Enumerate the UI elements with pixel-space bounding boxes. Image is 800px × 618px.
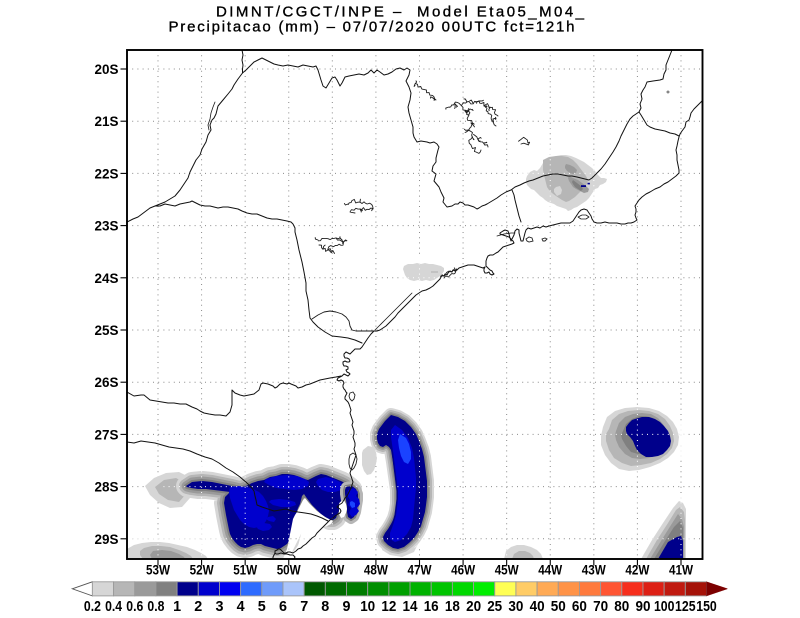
svg-text:23S: 23S: [95, 218, 119, 234]
svg-text:27S: 27S: [95, 426, 119, 442]
svg-text:2: 2: [194, 599, 202, 615]
svg-text:44W: 44W: [538, 562, 563, 578]
svg-text:41W: 41W: [669, 562, 694, 578]
svg-text:100: 100: [654, 599, 675, 615]
svg-text:30: 30: [508, 599, 523, 615]
svg-text:150: 150: [696, 599, 717, 615]
svg-text:10: 10: [360, 599, 375, 615]
svg-text:46W: 46W: [451, 562, 476, 578]
svg-text:20S: 20S: [95, 61, 119, 77]
svg-text:48W: 48W: [364, 562, 389, 578]
svg-text:53W: 53W: [146, 562, 171, 578]
svg-text:22S: 22S: [95, 165, 119, 181]
svg-text:5: 5: [258, 599, 266, 615]
svg-text:Precipitacao (mm) – 07/07/2020: Precipitacao (mm) – 07/07/2020 00UTC fct…: [169, 19, 575, 36]
svg-text:60: 60: [572, 599, 587, 615]
svg-text:0.8: 0.8: [147, 599, 164, 615]
svg-text:26S: 26S: [95, 374, 119, 390]
svg-text:50: 50: [551, 599, 566, 615]
svg-text:70: 70: [593, 599, 608, 615]
svg-text:52W: 52W: [190, 562, 215, 578]
svg-text:125: 125: [675, 599, 696, 615]
svg-text:25S: 25S: [95, 322, 119, 338]
svg-text:0.6: 0.6: [126, 599, 143, 615]
svg-text:8: 8: [321, 599, 329, 615]
svg-text:90: 90: [636, 599, 651, 615]
svg-text:6: 6: [279, 599, 287, 615]
svg-text:12: 12: [381, 599, 396, 615]
svg-text:21S: 21S: [95, 113, 119, 129]
svg-text:49W: 49W: [320, 562, 345, 578]
svg-text:80: 80: [614, 599, 629, 615]
svg-text:40: 40: [530, 599, 545, 615]
svg-text:7: 7: [300, 599, 308, 615]
svg-text:3: 3: [216, 599, 224, 615]
svg-text:1: 1: [173, 599, 181, 615]
svg-text:50W: 50W: [277, 562, 302, 578]
svg-text:47W: 47W: [408, 562, 433, 578]
svg-text:0.2: 0.2: [84, 599, 101, 615]
svg-text:29S: 29S: [95, 531, 119, 547]
svg-text:45W: 45W: [495, 562, 520, 578]
svg-text:9: 9: [343, 599, 351, 615]
svg-text:16: 16: [424, 599, 439, 615]
svg-text:51W: 51W: [233, 562, 258, 578]
svg-text:24S: 24S: [95, 270, 119, 286]
svg-text:42W: 42W: [625, 562, 650, 578]
svg-text:0.4: 0.4: [105, 599, 122, 615]
svg-text:18: 18: [445, 599, 460, 615]
svg-text:28S: 28S: [95, 479, 119, 495]
svg-text:43W: 43W: [582, 562, 607, 578]
svg-text:20: 20: [466, 599, 481, 615]
svg-text:4: 4: [237, 599, 245, 615]
svg-text:14: 14: [403, 599, 418, 615]
svg-text:25: 25: [487, 599, 502, 615]
